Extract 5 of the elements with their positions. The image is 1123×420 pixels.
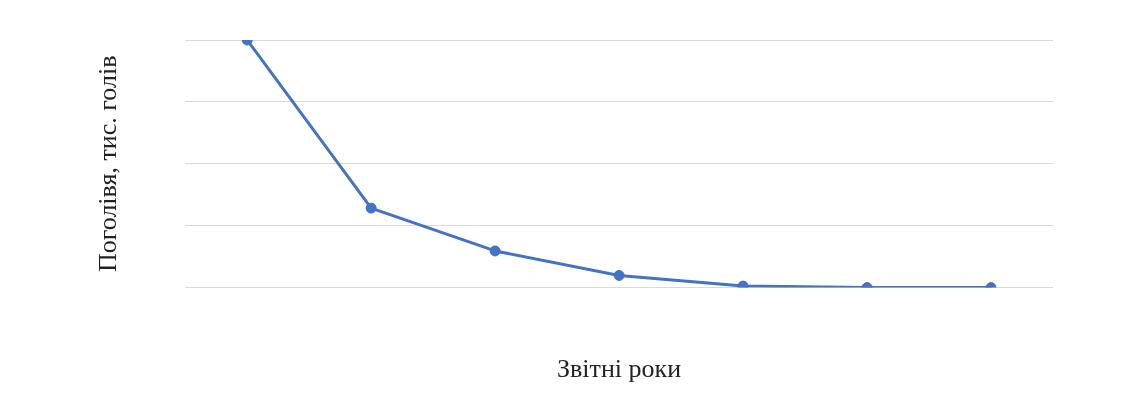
y-axis-title: Поголівя, тис. голів (93, 55, 123, 273)
point (489, 245, 501, 257)
point (365, 202, 377, 214)
point (613, 269, 625, 281)
x-axis-title: Звітні роки (557, 354, 682, 384)
